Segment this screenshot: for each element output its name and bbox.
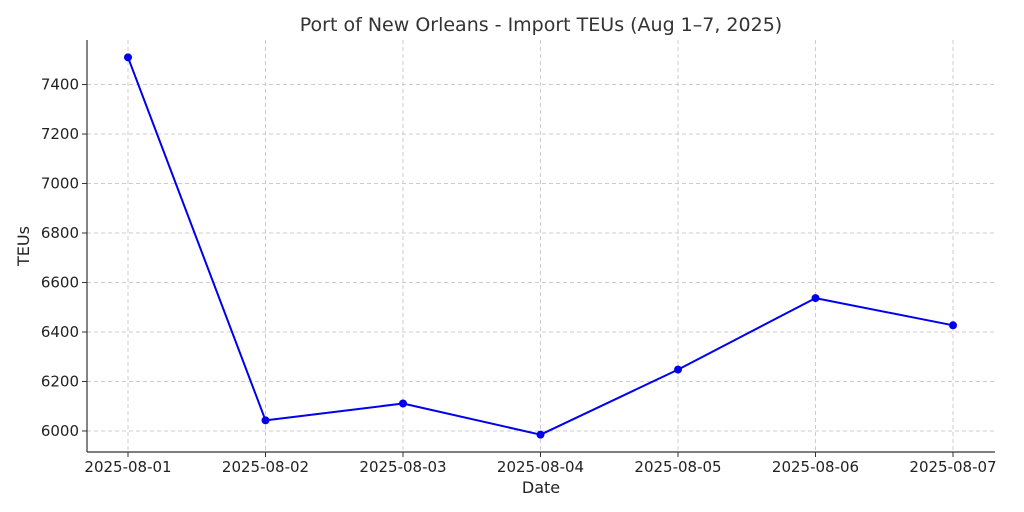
- ticks-layer: 2025-08-01 2025-08-02 2025-08-03 2025-08-04…: [41, 76, 997, 476]
- chart-title: Port of New Orleans - Import TEUs (Aug 1…: [300, 14, 782, 36]
- data-point: [674, 365, 682, 374]
- data-point: [124, 53, 132, 62]
- data-point: [811, 294, 820, 303]
- y-tick-label: 6000: [41, 422, 79, 440]
- x-tick-label: 2025-08-06: [772, 458, 859, 476]
- data-point: [261, 416, 270, 425]
- y-tick-label: 6200: [41, 372, 79, 390]
- x-axis-label: Date: [522, 478, 560, 497]
- y-tick-label: 6800: [41, 224, 79, 242]
- series-layer: [124, 53, 957, 439]
- x-tick-label: 2025-08-03: [359, 458, 446, 476]
- y-tick-label: 7200: [41, 125, 79, 143]
- y-tick-label: 6600: [41, 273, 79, 291]
- y-tick-label: 7400: [41, 76, 79, 94]
- grid-layer: [87, 40, 995, 452]
- x-tick-label: 2025-08-01: [84, 458, 171, 476]
- x-tick-label: 2025-08-02: [222, 458, 309, 476]
- x-tick-label: 2025-08-05: [634, 458, 721, 476]
- data-point: [536, 430, 545, 439]
- y-tick-label: 6400: [41, 323, 79, 341]
- data-point: [949, 321, 957, 330]
- x-tick-label: 2025-08-04: [497, 458, 584, 476]
- data-point: [399, 399, 407, 408]
- y-tick-label: 7000: [41, 175, 79, 193]
- x-tick-label: 2025-08-07: [909, 458, 996, 476]
- y-axis-label: TEUs: [14, 226, 33, 267]
